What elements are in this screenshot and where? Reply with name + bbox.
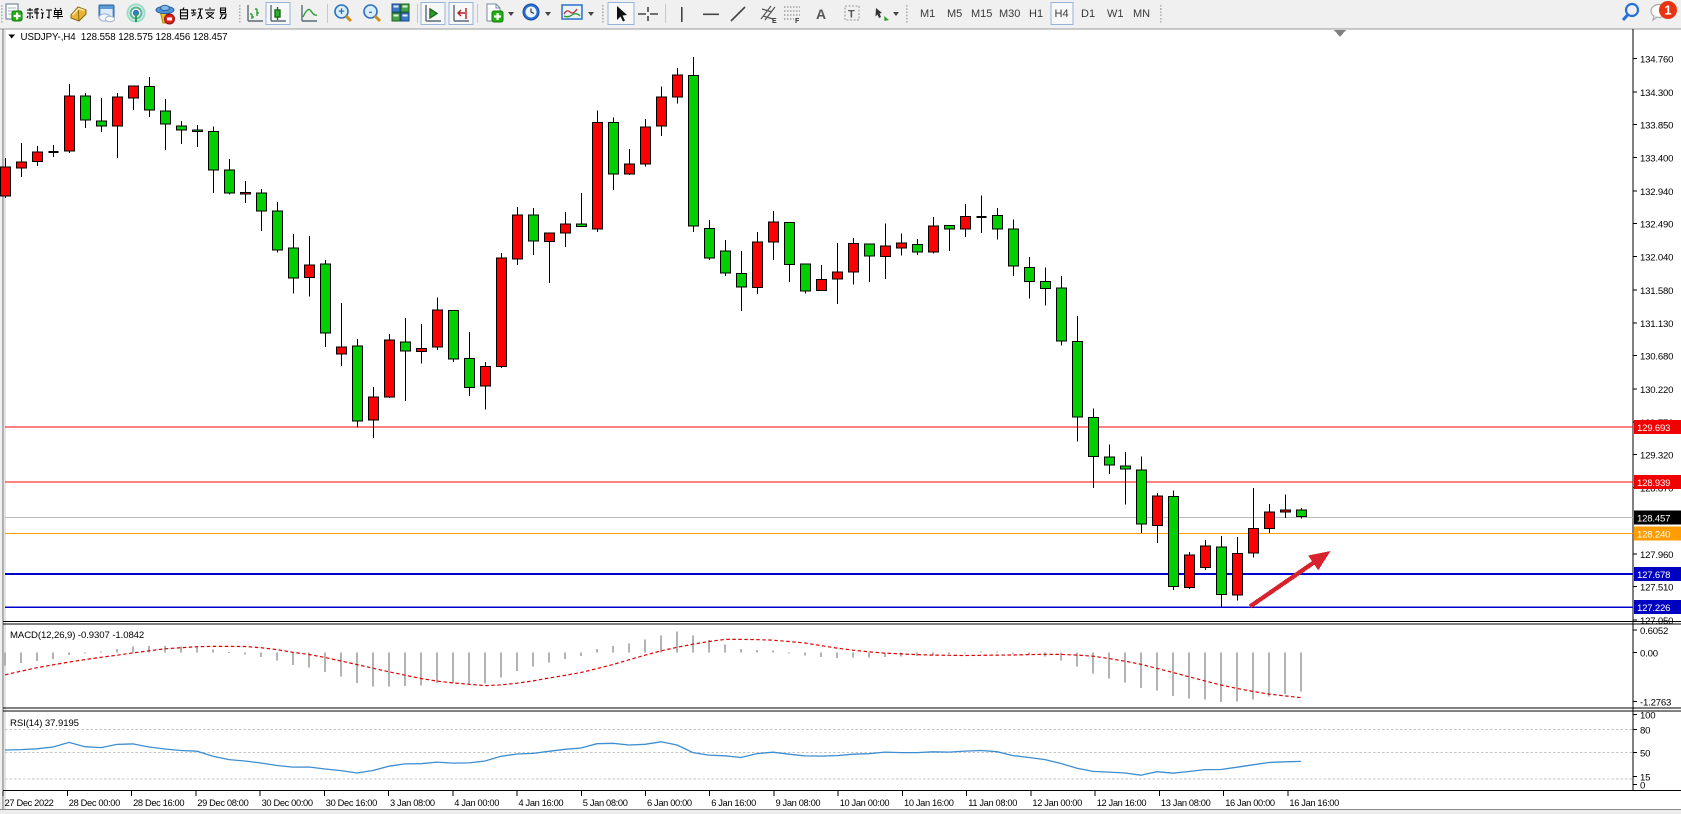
svg-text:+: +: [338, 6, 344, 18]
svg-text:129.320: 129.320: [1640, 451, 1673, 462]
svg-text:132.490: 132.490: [1640, 220, 1673, 231]
svg-text:-: -: [369, 6, 373, 18]
svg-text:MN: MN: [1133, 8, 1150, 20]
svg-text:4 Jan 16:00: 4 Jan 16:00: [519, 798, 564, 808]
svg-text:128.457: 128.457: [1637, 513, 1670, 524]
svg-text:0.6052: 0.6052: [1640, 626, 1668, 637]
svg-text:10 Jan 00:00: 10 Jan 00:00: [840, 798, 890, 808]
svg-text:128.240: 128.240: [1637, 529, 1670, 540]
svg-text:16 Jan 00:00: 16 Jan 00:00: [1225, 798, 1275, 808]
svg-text:129.693: 129.693: [1637, 423, 1670, 434]
svg-text:E: E: [772, 18, 777, 25]
svg-text:29 Dec 08:00: 29 Dec 08:00: [197, 798, 248, 808]
svg-text:0: 0: [1640, 781, 1645, 792]
svg-text:132.040: 132.040: [1640, 253, 1673, 264]
svg-text:H4: H4: [1055, 8, 1069, 20]
svg-text:28 Dec 16:00: 28 Dec 16:00: [133, 798, 184, 808]
svg-text:100: 100: [1640, 710, 1655, 721]
svg-text:128.870: 128.870: [1640, 484, 1673, 495]
svg-text:131.130: 131.130: [1640, 319, 1673, 330]
svg-text:128.939: 128.939: [1637, 478, 1670, 489]
svg-text:4 Jan 00:00: 4 Jan 00:00: [454, 798, 499, 808]
svg-text:F: F: [795, 18, 800, 25]
svg-text:3 Jan 08:00: 3 Jan 08:00: [390, 798, 435, 808]
svg-text:M15: M15: [971, 8, 992, 20]
svg-text:D1: D1: [1081, 8, 1095, 20]
svg-text:130.220: 130.220: [1640, 385, 1673, 396]
svg-text:30 Dec 16:00: 30 Dec 16:00: [326, 798, 377, 808]
svg-text:132.940: 132.940: [1640, 187, 1673, 198]
svg-text:T: T: [848, 9, 855, 21]
svg-text:12 Jan 16:00: 12 Jan 16:00: [1097, 798, 1147, 808]
svg-text:M30: M30: [999, 8, 1020, 20]
svg-text:9 Jan 08:00: 9 Jan 08:00: [776, 798, 821, 808]
svg-text:USDJPY-,H4 128.558 128.575 12: USDJPY-,H4 128.558 128.575 128.456 128.4…: [21, 32, 228, 43]
svg-text:127.510: 127.510: [1640, 583, 1673, 594]
svg-text:133.400: 133.400: [1640, 153, 1673, 164]
svg-text:127.226: 127.226: [1637, 603, 1670, 614]
svg-text:80: 80: [1640, 726, 1650, 737]
svg-text:130.680: 130.680: [1640, 352, 1673, 363]
svg-text:MACD(12,26,9) -0.9307 -1.0842: MACD(12,26,9) -0.9307 -1.0842: [10, 630, 144, 641]
svg-text:15: 15: [1640, 773, 1650, 784]
svg-text:28 Dec 00:00: 28 Dec 00:00: [69, 798, 120, 808]
svg-text:13 Jan 08:00: 13 Jan 08:00: [1161, 798, 1211, 808]
svg-text:H1: H1: [1029, 8, 1043, 20]
svg-text:M1: M1: [920, 8, 935, 20]
svg-text:131.580: 131.580: [1640, 286, 1673, 297]
svg-text:127.678: 127.678: [1637, 570, 1670, 581]
svg-text:50: 50: [1640, 749, 1650, 760]
svg-text:W1: W1: [1107, 8, 1124, 20]
svg-text:134.760: 134.760: [1640, 54, 1673, 65]
svg-text:134.300: 134.300: [1640, 88, 1673, 99]
svg-text:10 Jan 16:00: 10 Jan 16:00: [904, 798, 954, 808]
svg-text:6 Jan 00:00: 6 Jan 00:00: [647, 798, 692, 808]
svg-text:M5: M5: [947, 8, 962, 20]
svg-text:127.960: 127.960: [1640, 550, 1673, 561]
svg-text:27 Dec 2022: 27 Dec 2022: [5, 798, 54, 808]
svg-text:-1.2763: -1.2763: [1640, 698, 1671, 709]
svg-text:1: 1: [1664, 3, 1671, 18]
svg-text:0.00: 0.00: [1640, 649, 1658, 660]
svg-text:5 Jan 08:00: 5 Jan 08:00: [583, 798, 628, 808]
svg-text:16 Jan 16:00: 16 Jan 16:00: [1289, 798, 1339, 808]
svg-text:127.050: 127.050: [1640, 616, 1673, 627]
svg-text:30 Dec 00:00: 30 Dec 00:00: [262, 798, 313, 808]
svg-text:A: A: [816, 6, 826, 22]
svg-text:11 Jan 08:00: 11 Jan 08:00: [968, 798, 1017, 808]
svg-text:12 Jan 00:00: 12 Jan 00:00: [1032, 798, 1082, 808]
svg-text:133.850: 133.850: [1640, 121, 1673, 132]
svg-text:6 Jan 16:00: 6 Jan 16:00: [711, 798, 756, 808]
svg-text:RSI(14) 37.9195: RSI(14) 37.9195: [10, 718, 79, 729]
